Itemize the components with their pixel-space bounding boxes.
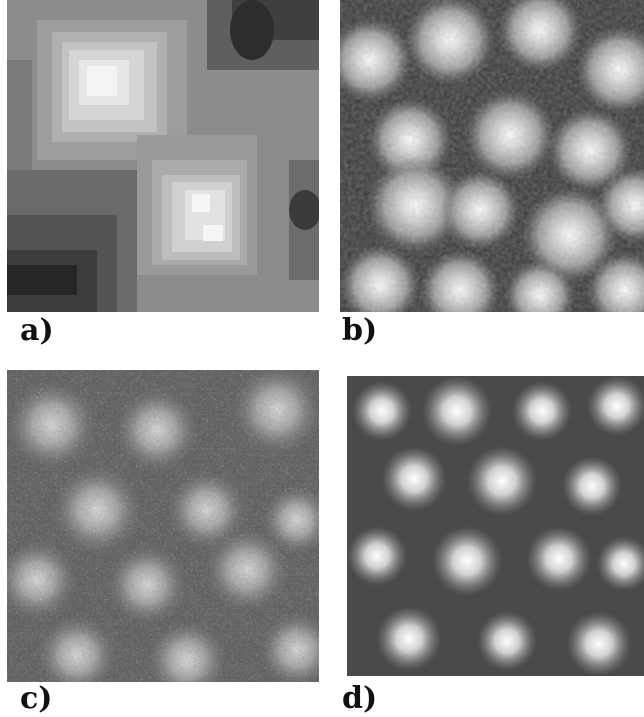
panel-c-label: c) [20,681,53,716]
panel-a-image [7,0,319,312]
panel-a-terrain [7,0,319,312]
panel-c-noise [7,370,319,682]
panel-b-cells [340,0,644,312]
panel-b-label: b) [342,313,378,348]
panel-a-label: a) [20,313,54,348]
panel-d-label: d) [342,681,378,716]
panel-d-image [347,376,644,676]
panel-b-image [340,0,644,312]
panel-d-smooth [347,376,644,676]
panel-c-image [7,370,319,682]
